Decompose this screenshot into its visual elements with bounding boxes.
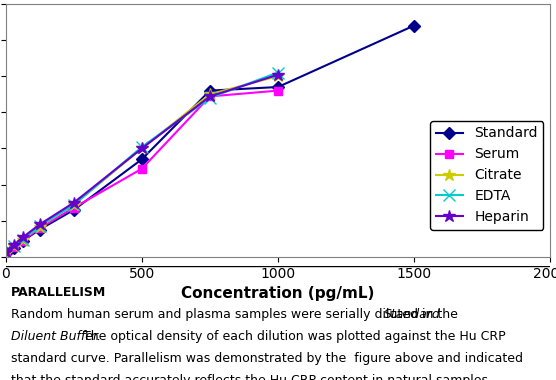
EDTA — [275, 70, 281, 75]
Standard — [411, 23, 418, 28]
Heparin — [275, 73, 281, 77]
EDTA — [11, 244, 17, 249]
Heparin — [2, 250, 9, 254]
Standard — [207, 88, 214, 93]
Line: Heparin: Heparin — [0, 68, 284, 258]
EDTA — [138, 145, 145, 149]
Text: standard curve. Parallelism was demonstrated by the  figure above and indicated: standard curve. Parallelism was demonstr… — [11, 352, 523, 365]
EDTA — [19, 238, 26, 242]
Citrate — [19, 238, 26, 242]
EDTA — [36, 224, 43, 228]
Serum — [11, 245, 17, 249]
Standard — [70, 208, 77, 212]
Legend: Standard, Serum, Citrate, EDTA, Heparin: Standard, Serum, Citrate, EDTA, Heparin — [430, 121, 544, 230]
Serum — [2, 251, 9, 256]
Heparin — [36, 222, 43, 227]
Standard — [138, 157, 145, 162]
Line: Serum: Serum — [2, 87, 282, 258]
Citrate — [36, 224, 43, 229]
Standard — [36, 227, 43, 232]
Serum — [70, 206, 77, 210]
Citrate — [275, 74, 281, 78]
Serum — [275, 88, 281, 93]
Heparin — [138, 146, 145, 151]
Serum — [36, 226, 43, 230]
Text: Random human serum and plasma samples were serially diluted in the: Random human serum and plasma samples we… — [11, 308, 462, 321]
Standard — [2, 251, 9, 256]
Line: EDTA: EDTA — [0, 67, 284, 258]
Citrate — [207, 92, 214, 97]
Text: PARALLELISM: PARALLELISM — [11, 286, 106, 299]
Citrate — [2, 250, 9, 255]
Serum — [19, 239, 26, 243]
EDTA — [70, 203, 77, 207]
Line: Citrate: Citrate — [0, 70, 284, 259]
Heparin — [11, 242, 17, 247]
Text: that the standard accurately reflects the Hu CRP content in natural samples.: that the standard accurately reflects th… — [11, 374, 492, 380]
Standard — [275, 85, 281, 89]
Text: Standard: Standard — [384, 308, 441, 321]
X-axis label: Concentration (pg/mL): Concentration (pg/mL) — [181, 286, 375, 301]
Citrate — [138, 146, 145, 151]
Citrate — [70, 203, 77, 207]
EDTA — [2, 250, 9, 255]
Line: Standard: Standard — [2, 21, 418, 258]
Heparin — [207, 94, 214, 99]
EDTA — [207, 96, 214, 100]
Citrate — [11, 244, 17, 249]
Serum — [138, 166, 145, 171]
Serum — [207, 94, 214, 99]
Text: Diluent Buffer.: Diluent Buffer. — [11, 330, 101, 343]
Text: The optical density of each dilution was plotted against the Hu CRP: The optical density of each dilution was… — [79, 330, 506, 343]
Standard — [19, 239, 26, 243]
Heparin — [19, 235, 26, 240]
Heparin — [70, 201, 77, 205]
Standard — [11, 245, 17, 250]
